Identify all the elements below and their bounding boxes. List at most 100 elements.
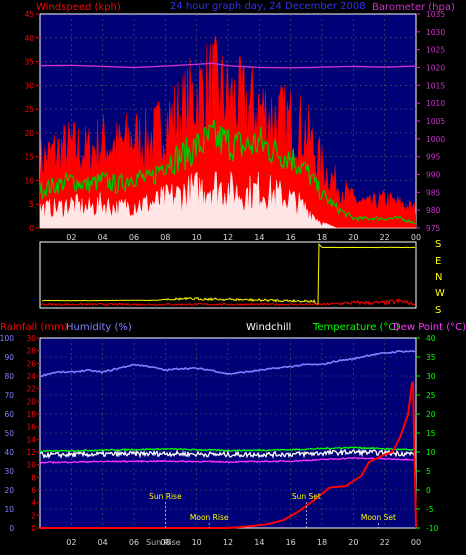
windspeed-label: Windspeed (kph) [36, 2, 121, 13]
humidity-tick: 80 [4, 372, 14, 381]
temperature-tick: 30 [426, 372, 436, 381]
temperature-line [39, 446, 417, 453]
compass-label: S [435, 305, 441, 316]
barometer-tick: 995 [426, 153, 441, 162]
rainfall-tick: 26 [26, 359, 36, 368]
direction-plot-frame [39, 241, 417, 309]
humidity-tick: 0 [9, 524, 14, 533]
windspeed-tick: 30 [24, 81, 34, 90]
rainfall-tick: 4 [31, 499, 36, 508]
x-tick-label: 10 [192, 233, 202, 242]
humidity-tick: 40 [4, 448, 14, 457]
barometer-tick: 1005 [426, 117, 445, 126]
graph-title: 24 hour graph day, 24 December 2008 [170, 1, 366, 12]
windspeed-tick: 35 [24, 58, 34, 67]
temperature-axis: -10 -5 0 5 10 15 20 25 30 35 40 [416, 334, 438, 533]
barometer-label: Barometer (hpa) [372, 2, 455, 13]
x-tick-label: 04 [98, 233, 108, 242]
humidity-tick: 70 [4, 391, 14, 400]
rainfall-tick: 14 [26, 435, 36, 444]
wind-strength-line [40, 297, 416, 307]
x-tick-label: 08 [160, 538, 170, 547]
x-tick-label: 00 [411, 233, 421, 242]
wind-gridlines [40, 14, 416, 228]
x-tick-label: 12 [223, 538, 233, 547]
x-tick-label: 04 [98, 538, 108, 547]
windspeed-tick: 45 [24, 10, 34, 19]
x-tick-label: 08 [160, 233, 170, 242]
compass-label: E [435, 256, 441, 267]
humidity-tick: 10 [4, 505, 14, 514]
temperature-tick: 40 [426, 334, 436, 343]
windspeed-axis: 0 5 10 15 20 25 30 35 40 45 [24, 10, 40, 233]
x-tick-label: 18 [317, 538, 327, 547]
humidity-tick: 20 [4, 486, 14, 495]
compass-label: N [435, 272, 442, 283]
wind-line-green [39, 119, 416, 225]
rainfall-tick: 10 [26, 461, 36, 470]
x-tick-label: 14 [254, 233, 264, 242]
windchill-label: Windchill [246, 322, 291, 333]
x-tick-label: 10 [192, 538, 202, 547]
x-tick-label: 00 [411, 538, 421, 547]
humidity-tick: 100 [0, 334, 14, 343]
humidity-label: Humidity (%) [66, 322, 132, 333]
windspeed-tick: 10 [24, 176, 34, 185]
barometer-tick: 985 [426, 188, 441, 197]
rainfall-tick: 28 [26, 347, 36, 356]
annotation-label: Moon Rise [190, 513, 229, 522]
rainfall-tick: 22 [26, 385, 36, 394]
barometer-tick: 1030 [426, 28, 445, 37]
x-tick-label: 14 [254, 538, 264, 547]
windspeed-tick: 40 [24, 34, 34, 43]
dewpoint-line [39, 456, 417, 465]
barometer-tick: 1035 [426, 10, 445, 19]
x-tick-label: 16 [286, 233, 296, 242]
humidity-tick: 50 [4, 429, 14, 438]
x-tick-label: 16 [286, 538, 296, 547]
rainfall-label: Rainfall (mm) [0, 322, 68, 333]
rainfall-tick: 8 [31, 473, 36, 482]
temperature-tick: 25 [426, 391, 436, 400]
barometer-tick: 1000 [426, 135, 445, 144]
humidity-tick: 90 [4, 353, 14, 362]
temperature-tick: -10 [426, 524, 438, 533]
barometer-tick: 975 [426, 224, 441, 233]
windspeed-tick: 20 [24, 129, 34, 138]
rainfall-tick: 24 [26, 372, 36, 381]
x-tick-label: 22 [380, 233, 390, 242]
windchill-line [39, 448, 417, 460]
dewpoint-label: Dew Point (°C) [393, 322, 466, 333]
x-tick-label: 06 [129, 538, 139, 547]
x-tick-label: 02 [66, 233, 76, 242]
barometer-tick: 1015 [426, 81, 445, 90]
wind-series-green [39, 119, 416, 225]
rainfall-tick: 30 [26, 334, 36, 343]
windspeed-tick: 5 [29, 200, 34, 209]
windspeed-tick: 25 [24, 105, 34, 114]
temperature-tick: 5 [426, 467, 431, 476]
annotation-label: Sun Set [292, 492, 321, 501]
rainfall-tick: 2 [31, 511, 36, 520]
temperature-tick: 0 [426, 486, 431, 495]
annotation-label: Sun Rise [149, 492, 182, 501]
rainfall-tick: 16 [26, 423, 36, 432]
temperature-tick: 20 [426, 410, 436, 419]
x-tick-label: 20 [348, 233, 358, 242]
rainfall-tick: 6 [31, 486, 36, 495]
rainfall-line [40, 380, 417, 529]
x-tick-label: 02 [66, 538, 76, 547]
rainfall-tick: 18 [26, 410, 36, 419]
barometer-tick: 1025 [426, 46, 445, 55]
rainfall-tick: 20 [26, 397, 36, 406]
wind-area-white [39, 171, 416, 229]
temperature-tick: 15 [426, 429, 436, 438]
temperature-label: Temperature (°C) [312, 322, 399, 333]
humidity-axis: 0 10 20 30 40 50 60 70 80 90 100 [0, 334, 14, 533]
windspeed-tick: 15 [24, 153, 34, 162]
temperature-tick: 35 [426, 353, 436, 362]
rainfall-tick: 12 [26, 448, 36, 457]
